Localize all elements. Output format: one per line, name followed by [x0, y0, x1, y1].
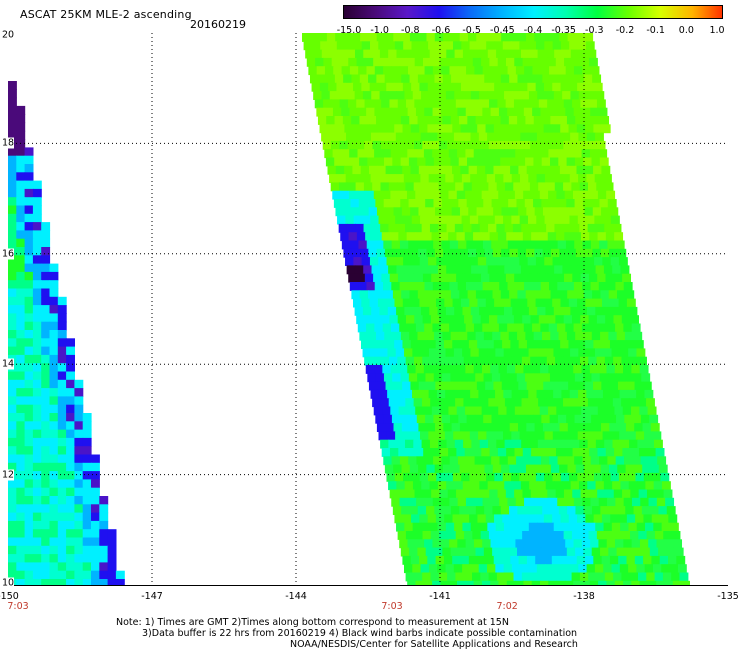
longitude-label: -135 — [717, 591, 739, 602]
colorbar-label: -0.4 — [523, 25, 543, 36]
colorbar-label: -0.45 — [490, 25, 515, 36]
time-label: 7:03 — [7, 601, 29, 612]
longitude-label: -141 — [429, 591, 451, 602]
colorbar-gradient — [344, 6, 722, 18]
note-line-3: NOAA/NESDIS/Center for Satellite Applica… — [290, 639, 578, 650]
colorbar-label: 0.0 — [678, 25, 694, 36]
x-axis-line — [8, 585, 728, 586]
colorbar-label: -0.2 — [615, 25, 635, 36]
latitude-label: 16 — [2, 248, 15, 260]
colorbar-label: 1.0 — [709, 25, 725, 36]
note-line-2: 3)Data buffer is 22 hrs from 20160219 4)… — [142, 628, 578, 639]
latitude-label: 18 — [2, 137, 15, 149]
colorbar-label: -0.1 — [646, 25, 665, 36]
colorbar-label: -0.6 — [431, 25, 451, 36]
longitude-label: -144 — [285, 591, 307, 602]
colorbar-label: -0.35 — [551, 25, 576, 36]
latitude-label: 14 — [2, 358, 15, 370]
time-label: 7:02 — [496, 601, 518, 612]
latitude-label: 10 — [2, 577, 15, 589]
latitude-label: 20 — [2, 29, 15, 41]
product-date: 20160219 — [190, 18, 246, 31]
colorbar — [343, 5, 723, 19]
colorbar-label: -15.0 — [336, 25, 362, 36]
colorbar-label: -1.0 — [370, 25, 389, 36]
colorbar-label: -0.3 — [585, 25, 604, 36]
product-title: ASCAT 25KM MLE-2 ascending — [20, 8, 192, 21]
note-line-1: Note: 1) Times are GMT 2)Times along bot… — [116, 617, 509, 628]
longitude-label: -138 — [573, 591, 595, 602]
latitude-label: 12 — [2, 469, 15, 481]
longitude-label: -147 — [141, 591, 163, 602]
time-label: 7:03 — [381, 601, 403, 612]
longitude-label: -150 — [0, 591, 19, 602]
swath-map — [8, 33, 728, 585]
colorbar-label: -0.5 — [462, 25, 481, 36]
colorbar-label: -0.8 — [401, 25, 420, 36]
